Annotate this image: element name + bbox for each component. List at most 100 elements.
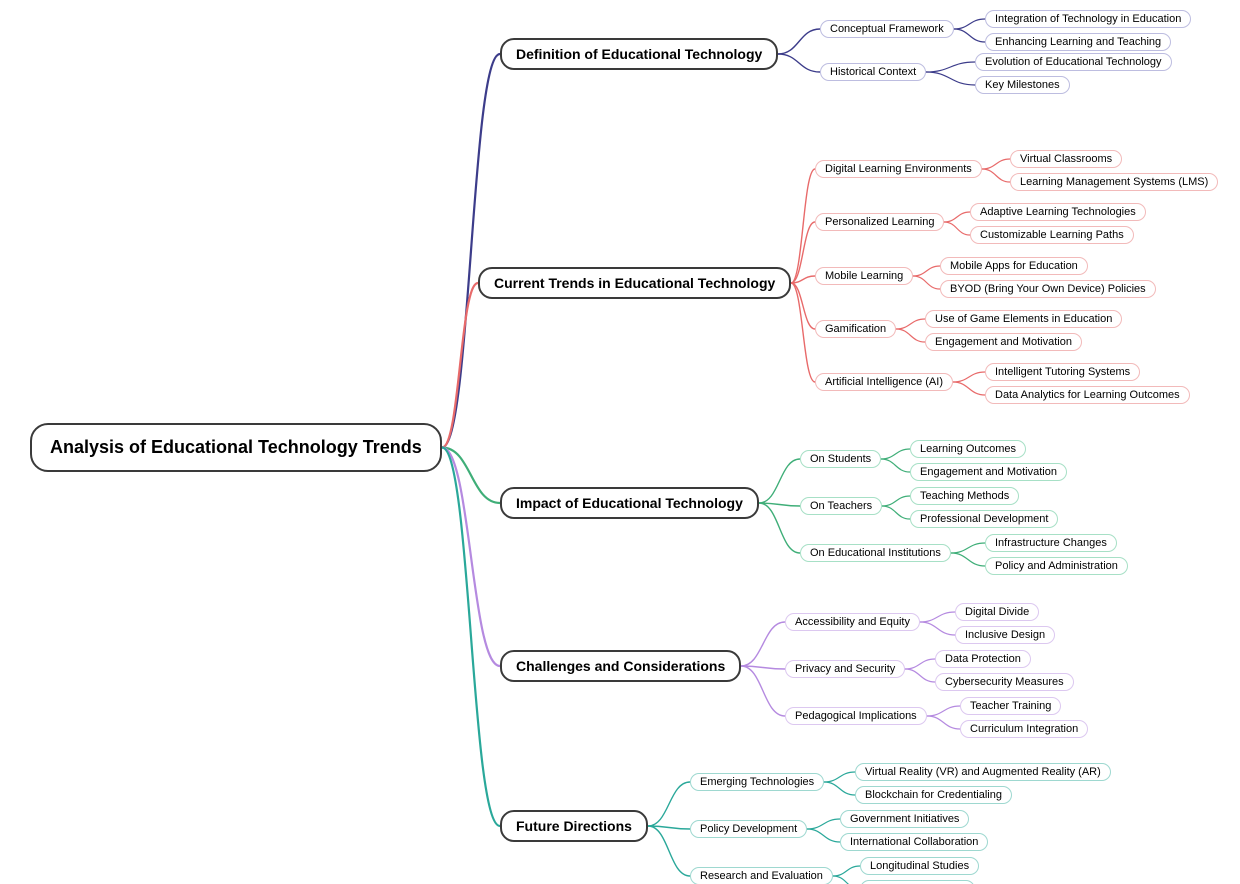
edge (913, 266, 940, 276)
edge (882, 496, 910, 506)
leaf-node: Longitudinal Studies (860, 857, 979, 875)
leaf-node: Customizable Learning Paths (970, 226, 1134, 244)
leaf-node: Teacher Training (960, 697, 1061, 715)
leaf-node: Virtual Reality (VR) and Augmented Reali… (855, 763, 1111, 781)
edge (896, 329, 925, 342)
leaf-node: Learning Management Systems (LMS) (1010, 173, 1218, 191)
subnode: Mobile Learning (815, 267, 913, 285)
leaf-node: Engagement and Motivation (910, 463, 1067, 481)
edge (944, 212, 970, 222)
leaf-node: Professional Development (910, 510, 1058, 528)
edge (905, 659, 935, 669)
leaf-node: Mobile Apps for Education (940, 257, 1088, 275)
leaf-node: Use of Game Elements in Education (925, 310, 1122, 328)
subnode: Conceptual Framework (820, 20, 954, 38)
subnode: Emerging Technologies (690, 773, 824, 791)
leaf-node: Impact Assessment (860, 880, 975, 884)
edge (982, 159, 1010, 169)
edge (881, 449, 910, 459)
edge (778, 54, 820, 72)
edge (927, 706, 960, 716)
subnode: Research and Evaluation (690, 867, 833, 884)
edge (807, 829, 840, 842)
leaf-node: Data Analytics for Learning Outcomes (985, 386, 1190, 404)
leaf-node: Curriculum Integration (960, 720, 1088, 738)
leaf-node: Engagement and Motivation (925, 333, 1082, 351)
subnode: Artificial Intelligence (AI) (815, 373, 953, 391)
edge (791, 169, 815, 283)
leaf-node: Infrastructure Changes (985, 534, 1117, 552)
edge (442, 54, 500, 448)
leaf-node: BYOD (Bring Your Own Device) Policies (940, 280, 1156, 298)
edge (833, 866, 860, 876)
edge (791, 283, 815, 329)
leaf-node: International Collaboration (840, 833, 988, 851)
leaf-node: Learning Outcomes (910, 440, 1026, 458)
mindmap-stage: Analysis of Educational Technology Trend… (0, 0, 1240, 884)
subnode: Pedagogical Implications (785, 707, 927, 725)
leaf-node: Policy and Administration (985, 557, 1128, 575)
edge (913, 276, 940, 289)
edge (791, 283, 815, 382)
edge (882, 506, 910, 519)
leaf-node: Government Initiatives (840, 810, 969, 828)
edge (824, 772, 855, 782)
branch-node: Impact of Educational Technology (500, 487, 759, 519)
edge (951, 553, 985, 566)
leaf-node: Integration of Technology in Education (985, 10, 1191, 28)
branch-node: Challenges and Considerations (500, 650, 741, 682)
subnode: Privacy and Security (785, 660, 905, 678)
edge (954, 29, 985, 42)
edge (944, 222, 970, 235)
subnode: Personalized Learning (815, 213, 944, 231)
edge (648, 826, 690, 876)
edge (982, 169, 1010, 182)
edge (926, 72, 975, 85)
leaf-node: Inclusive Design (955, 626, 1055, 644)
edge (920, 622, 955, 635)
leaf-node: Enhancing Learning and Teaching (985, 33, 1171, 51)
branch-node: Future Directions (500, 810, 648, 842)
edge (905, 669, 935, 682)
subnode: On Educational Institutions (800, 544, 951, 562)
edge (759, 503, 800, 553)
branch-node: Current Trends in Educational Technology (478, 267, 791, 299)
edge (953, 382, 985, 395)
edge (953, 372, 985, 382)
edge (926, 62, 975, 72)
edge (881, 459, 910, 472)
leaf-node: Intelligent Tutoring Systems (985, 363, 1140, 381)
edge (741, 622, 785, 666)
leaf-node: Digital Divide (955, 603, 1039, 621)
leaf-node: Cybersecurity Measures (935, 673, 1074, 691)
leaf-node: Adaptive Learning Technologies (970, 203, 1146, 221)
branch-node: Definition of Educational Technology (500, 38, 778, 70)
subnode: On Students (800, 450, 881, 468)
edge (778, 29, 820, 54)
edge (442, 283, 478, 448)
edge (896, 319, 925, 329)
edge (927, 716, 960, 729)
edge (824, 782, 855, 795)
edge (807, 819, 840, 829)
leaf-node: Evolution of Educational Technology (975, 53, 1172, 71)
edge (951, 543, 985, 553)
edge (442, 448, 500, 827)
leaf-node: Key Milestones (975, 76, 1070, 94)
subnode: Accessibility and Equity (785, 613, 920, 631)
subnode: Policy Development (690, 820, 807, 838)
subnode: Historical Context (820, 63, 926, 81)
edge (759, 459, 800, 503)
leaf-node: Data Protection (935, 650, 1031, 668)
subnode: On Teachers (800, 497, 882, 515)
edge (833, 876, 860, 884)
leaf-node: Blockchain for Credentialing (855, 786, 1012, 804)
edge (741, 666, 785, 716)
subnode: Gamification (815, 320, 896, 338)
subnode: Digital Learning Environments (815, 160, 982, 178)
leaf-node: Virtual Classrooms (1010, 150, 1122, 168)
root-node: Analysis of Educational Technology Trend… (30, 423, 442, 472)
edge (954, 19, 985, 29)
edge (920, 612, 955, 622)
leaf-node: Teaching Methods (910, 487, 1019, 505)
